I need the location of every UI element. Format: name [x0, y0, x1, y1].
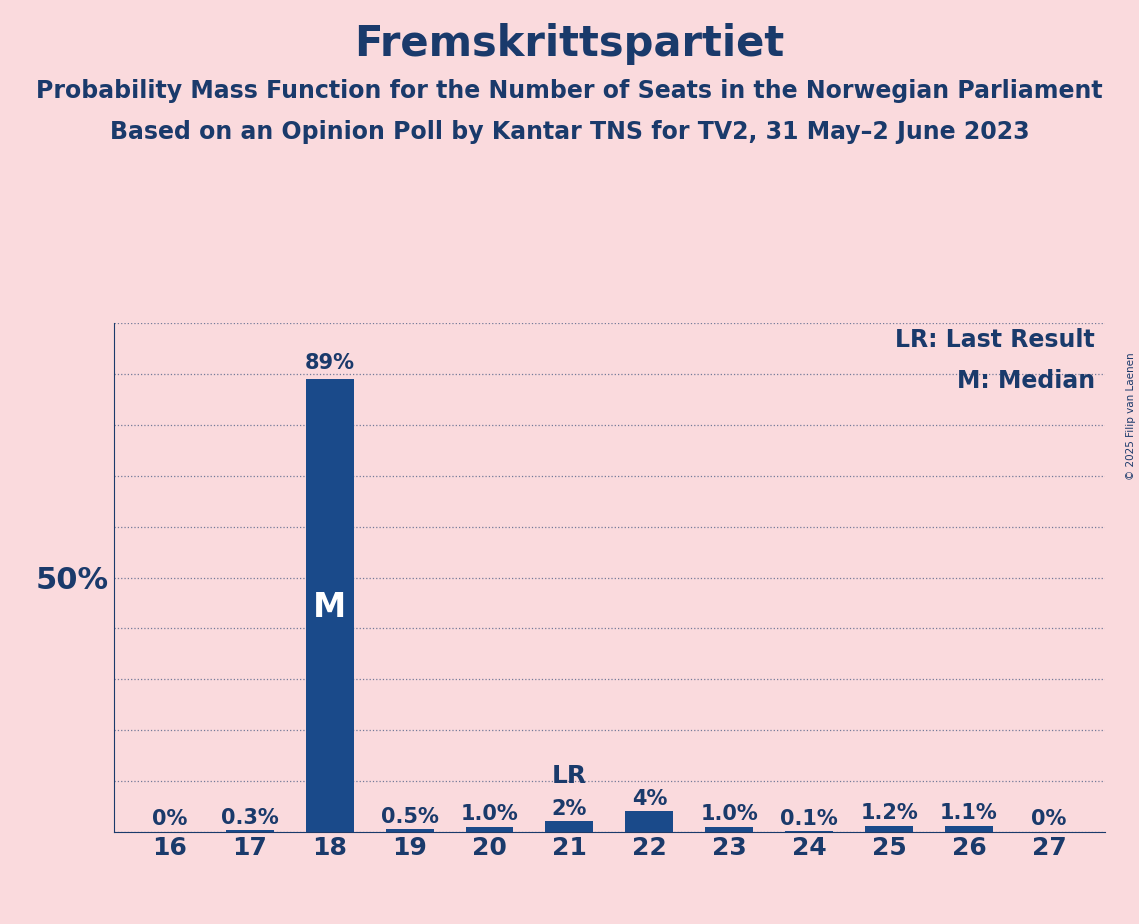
Text: 0.3%: 0.3%	[221, 808, 279, 828]
Bar	[705, 826, 753, 832]
Text: Based on an Opinion Poll by Kantar TNS for TV2, 31 May–2 June 2023: Based on an Opinion Poll by Kantar TNS f…	[109, 120, 1030, 144]
Bar	[305, 379, 353, 832]
Text: LR: Last Result: LR: Last Result	[895, 328, 1095, 352]
Bar	[386, 829, 434, 832]
Text: 0%: 0%	[1031, 809, 1066, 829]
Bar	[466, 826, 514, 832]
Bar	[945, 826, 993, 832]
Bar	[625, 811, 673, 832]
Text: LR: LR	[552, 764, 587, 788]
Text: Fremskrittspartiet: Fremskrittspartiet	[354, 23, 785, 65]
Bar	[226, 830, 273, 832]
Text: 4%: 4%	[632, 789, 667, 808]
Text: 89%: 89%	[304, 353, 354, 373]
Text: 0.1%: 0.1%	[780, 808, 838, 829]
Text: © 2025 Filip van Laenen: © 2025 Filip van Laenen	[1126, 352, 1136, 480]
Text: Probability Mass Function for the Number of Seats in the Norwegian Parliament: Probability Mass Function for the Number…	[36, 79, 1103, 103]
Text: 1.0%: 1.0%	[700, 804, 759, 824]
Text: M: Median: M: Median	[957, 369, 1095, 393]
Text: 1.1%: 1.1%	[940, 804, 998, 823]
Text: 2%: 2%	[551, 799, 587, 819]
Bar	[866, 825, 913, 832]
Text: M: M	[313, 591, 346, 625]
Bar	[546, 821, 593, 832]
Text: 0.5%: 0.5%	[380, 807, 439, 826]
Text: 0%: 0%	[153, 809, 188, 829]
Text: 1.2%: 1.2%	[860, 803, 918, 823]
Text: 1.0%: 1.0%	[460, 804, 518, 824]
